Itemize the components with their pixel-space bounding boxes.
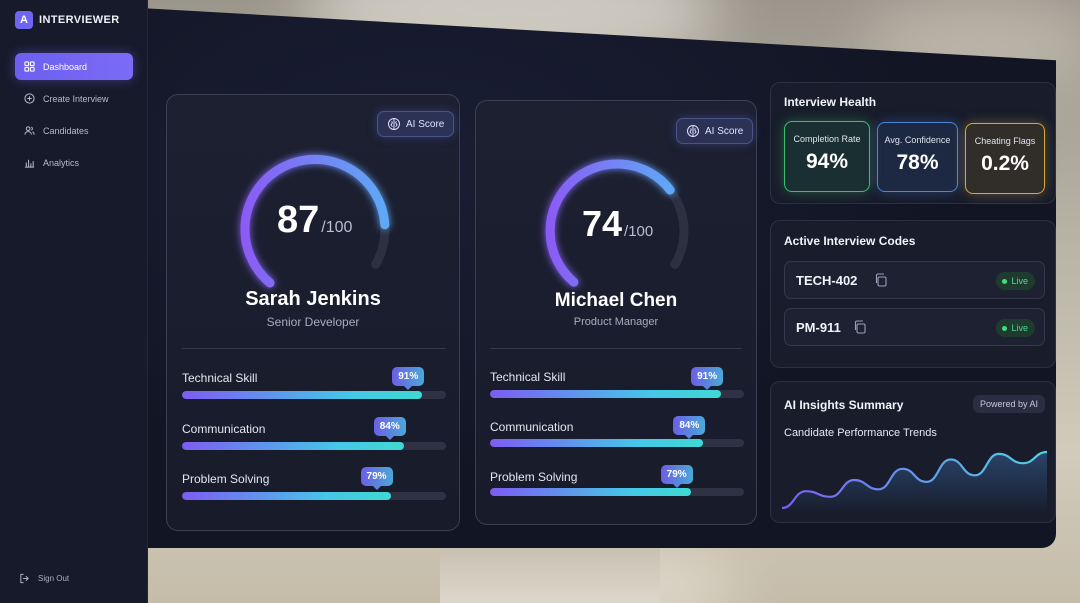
candidate-name: Sarah Jenkins [245,288,381,310]
candidate-role: Senior Developer [266,315,360,329]
divider [182,348,446,349]
skill-label: Problem Solving [490,470,578,484]
ai-score-badge[interactable]: AI Score [676,118,754,144]
score-value: 87 /100 [277,199,352,242]
skill-bar-fill [182,391,423,399]
sign-out-button[interactable]: Sign Out [19,573,69,584]
bar-chart-icon [24,159,35,168]
score-gauge [237,154,393,288]
skill-bar-fill [490,390,722,398]
live-status-label: Live [1011,276,1028,286]
live-dot-icon [1002,278,1008,284]
skill-label: Technical Skill [182,371,258,385]
performance-trend-chart [782,450,1047,514]
skill-percent-badge: 91% [691,367,724,390]
brain-icon [687,125,699,137]
sidebar-nav: Dashboard Create Interview Candidates An… [15,53,133,181]
metric-value: 78% [896,151,939,174]
active-codes-panel: Active Interview Codes TECH-402 Live PM-… [770,220,1056,368]
live-status-badge: Live [996,319,1035,337]
users-icon [24,126,35,135]
metric-value: 0.2% [981,152,1029,175]
completion-rate-metric[interactable]: Completion Rate 94% [784,121,870,192]
sidebar-item-candidates[interactable]: Candidates [15,117,133,144]
interview-health-panel: Interview Health Completion Rate 94% Avg… [770,82,1056,204]
brand-logo[interactable]: A [15,11,33,29]
skill-bar-fill [182,492,391,500]
ai-score-label: AI Score [406,118,445,130]
sidebar-item-create-interview[interactable]: Create Interview [15,85,133,112]
skill-bar [182,391,446,399]
interview-code: PM-911 [796,320,841,335]
sidebar: A INTERVIEWER Dashboard Create Interview… [0,0,148,603]
skill-label: Communication [490,420,574,434]
metric-label: Completion Rate [793,134,861,144]
trend-label: Candidate Performance Trends [784,427,937,439]
score-number: 87 [277,199,320,241]
skill-bar-fill [490,439,704,447]
sidebar-item-dashboard[interactable]: Dashboard [15,53,133,80]
panel-title: AI Insights Summary [784,398,904,412]
score-gauge [542,159,692,287]
brain-icon [388,118,400,130]
sidebar-item-label: Candidates [43,125,89,136]
skill-bar [182,492,446,500]
live-status-badge: Live [996,272,1035,290]
ai-score-label: AI Score [705,125,744,137]
powered-by-ai-badge: Powered by AI [972,395,1045,413]
code-row-tech-402[interactable]: TECH-402 Live [784,261,1045,299]
skill-label: Communication [182,422,266,436]
ai-insights-panel: AI Insights Summary Powered by AI Candid… [770,381,1056,523]
skill-bar [490,439,744,447]
copy-icon[interactable] [853,320,866,334]
metric-label: Avg. Confidence [884,135,951,145]
candidate-card[interactable]: AI Score 74 /100 Michael Chen Product Ma… [475,100,757,525]
skill-percent-badge: 84% [373,417,406,440]
score-denominator: /100 [321,219,353,236]
monitor-stand [440,548,660,603]
candidate-role: Product Manager [573,316,659,328]
skill-bar-fill [182,442,404,450]
candidate-card[interactable]: AI Score 87 /100 Sarah Jenkins Senior De… [166,94,460,531]
sidebar-item-label: Dashboard [43,61,88,72]
trend-area [782,452,1047,514]
skill-bar [182,442,446,450]
skill-label: Technical Skill [490,370,566,384]
cheating-flags-metric[interactable]: Cheating Flags 0.2% [965,123,1045,194]
divider [490,348,742,349]
metric-label: Cheating Flags [974,136,1036,146]
score-value: 74 /100 [582,203,653,245]
brand-name: INTERVIEWER [39,14,120,26]
ai-score-badge[interactable]: AI Score [377,111,455,137]
brand: A INTERVIEWER [15,11,120,29]
trend-line [782,450,1047,510]
skill-bar [490,390,744,398]
skill-percent-badge: 84% [673,416,706,439]
score-number: 74 [582,203,623,244]
live-status-label: Live [1011,323,1028,333]
skill-bar [490,488,744,496]
skill-percent-badge: 91% [392,367,425,390]
avg-confidence-metric[interactable]: Avg. Confidence 78% [877,122,958,192]
skill-label: Problem Solving [182,472,270,486]
copy-icon[interactable] [874,273,887,287]
candidate-name: Michael Chen [554,290,678,311]
skill-percent-badge: 79% [660,465,693,488]
sidebar-item-analytics[interactable]: Analytics [15,149,133,176]
sign-out-icon [20,573,29,584]
plus-circle-icon [24,93,35,104]
sidebar-item-label: Create Interview [43,93,109,104]
panel-title: Active Interview Codes [784,234,916,248]
skill-bar-fill [490,488,691,496]
interview-code: TECH-402 [796,273,858,288]
metric-value: 94% [805,150,849,173]
sign-out-label: Sign Out [38,574,70,583]
skill-percent-badge: 79% [360,467,393,490]
sidebar-item-label: Analytics [43,157,80,168]
grid-icon [24,61,35,72]
score-denominator: /100 [624,223,654,240]
code-row-pm-911[interactable]: PM-911 Live [784,308,1045,346]
panel-title: Interview Health [784,95,877,109]
live-dot-icon [1002,325,1008,331]
